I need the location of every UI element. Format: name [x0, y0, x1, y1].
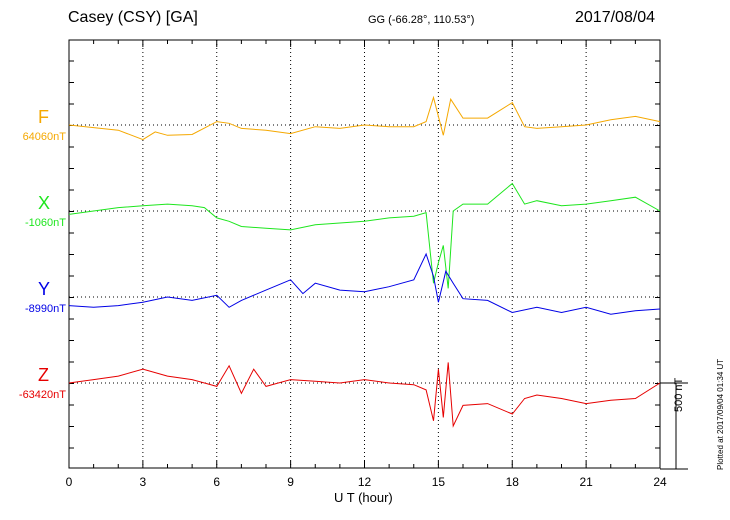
axis-ticks: 0 3 6 9 12 15 18 21 24 — [66, 40, 667, 489]
series-line-z — [68, 362, 661, 428]
x-tick-label: 21 — [579, 475, 593, 489]
date-label: 2017/08/04 — [575, 9, 656, 26]
series-lines — [68, 95, 661, 428]
series-line-f — [68, 95, 661, 141]
x-tick-label: 18 — [506, 475, 520, 489]
component-label-y: Y — [38, 279, 51, 299]
x-tick-label: 3 — [140, 475, 147, 489]
series-line-x — [68, 182, 661, 289]
x-tick-label: 0 — [66, 475, 73, 489]
component-label-x: X — [38, 193, 51, 213]
x-tick-label: 15 — [432, 475, 446, 489]
coordinates-label: GG (-66.28°, 110.53°) — [368, 14, 475, 26]
component-baseline-z: -63420nT — [18, 389, 66, 401]
component-baseline-y: -8990nT — [25, 303, 66, 315]
series-line-y — [68, 252, 661, 315]
component-baseline-x: -1060nT — [25, 217, 66, 229]
station-title: Casey (CSY) [GA] — [68, 9, 198, 26]
x-tick-label: 6 — [213, 475, 220, 489]
plotted-timestamp: Plotted at 2017/09/04 01:34 UT — [716, 358, 725, 470]
x-tick-label: 9 — [287, 475, 294, 489]
scale-bar — [660, 382, 688, 470]
component-label-f: F — [38, 107, 49, 127]
component-label-z: Z — [38, 365, 49, 385]
x-tick-label: 12 — [358, 475, 372, 489]
x-tick-label: 24 — [653, 475, 667, 489]
scale-bar-label: 500 nT — [673, 377, 685, 412]
x-axis-title: U T (hour) — [334, 490, 393, 505]
component-baseline-f: 64060nT — [22, 131, 66, 143]
grid — [69, 40, 660, 468]
